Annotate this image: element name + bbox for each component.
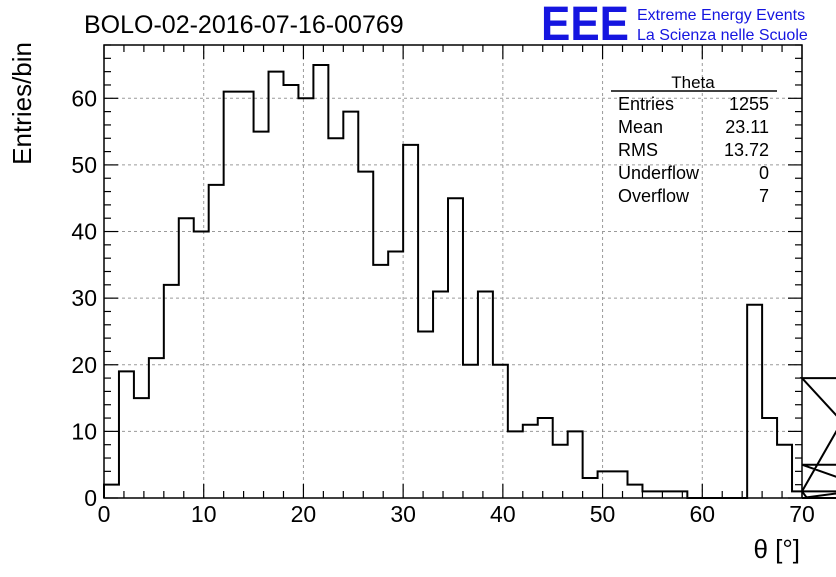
stats-row-label: Mean: [618, 117, 663, 137]
y-tick-label: 30: [71, 285, 97, 311]
histogram-bin: [149, 358, 164, 498]
stats-title: Theta: [671, 73, 715, 92]
histogram-bin: [672, 491, 687, 498]
stats-row-label: Underflow: [618, 163, 700, 183]
histogram-bin: [254, 132, 269, 498]
histogram-bin: [358, 172, 373, 498]
histogram-bin: [134, 398, 149, 498]
histogram-bin: [657, 491, 672, 498]
stats-row-label: Entries: [618, 94, 674, 114]
grid-layer: [104, 45, 802, 498]
histogram-bin: [613, 471, 628, 498]
histogram-bin: [478, 291, 493, 498]
y-tick-label: 40: [71, 219, 97, 245]
histogram-bin: [343, 112, 358, 498]
stats-row-value: 1255: [729, 94, 769, 114]
x-tick-label: 40: [490, 501, 516, 527]
y-tick-label: 60: [71, 85, 97, 111]
histogram-bin: [179, 218, 194, 498]
histogram-bin: [448, 198, 463, 498]
histogram-bin: [433, 291, 448, 498]
y-tick-label: 50: [71, 152, 97, 178]
histogram-bin: [119, 371, 134, 498]
histogram-bin: [523, 425, 538, 498]
run-title: BOLO-02-2016-07-16-00769: [84, 11, 404, 39]
histogram-bin: [403, 145, 418, 498]
histogram-bin: [777, 445, 792, 498]
org-name: Extreme Energy Events: [637, 7, 805, 24]
histogram-bin: [463, 365, 478, 498]
histogram-bin: [762, 418, 777, 498]
histogram-bin: [194, 232, 209, 498]
x-tick-label: 0: [98, 501, 111, 527]
histogram-bin: [209, 185, 224, 498]
histogram-bin: [283, 85, 298, 498]
stats-row-label: Overflow: [618, 186, 690, 206]
stats-row-value: 0: [759, 163, 769, 183]
histogram-bin: [239, 92, 254, 498]
eee-logo: EEE: [541, 0, 629, 51]
histogram-bin: [313, 65, 328, 498]
histogram-layer: [103, 63, 836, 499]
histogram-bin: [538, 418, 553, 498]
histogram-bin: [583, 478, 598, 498]
org-tagline: La Scienza nelle Scuole: [637, 27, 808, 44]
stats-box: Theta Entries 1255 Mean 23.11 RMS 13.72 Underf…: [611, 73, 777, 206]
histogram-bin: [269, 72, 284, 498]
x-tick-label: 30: [390, 501, 416, 527]
histogram-bin: [493, 365, 508, 498]
histogram-bin: [298, 98, 313, 498]
x-tick-label: 10: [191, 501, 217, 527]
histogram-bin: [224, 92, 239, 498]
histogram-bin: [418, 331, 433, 498]
x-tick-label: 20: [291, 501, 317, 527]
histogram-bin: [642, 491, 657, 498]
x-axis-title: θ [°]: [753, 534, 800, 564]
histogram-bin: [598, 471, 613, 498]
histogram-bin: [553, 445, 568, 498]
y-axis-title: Entries/bin: [7, 42, 37, 165]
histogram-bin: [164, 285, 179, 498]
x-tick-label: 60: [689, 501, 715, 527]
histogram-outline: [103, 63, 836, 499]
histogram-bin: [628, 485, 643, 498]
histogram-bin: [568, 431, 583, 498]
stats-row-value: 23.11: [725, 117, 769, 137]
histogram-bin: [328, 138, 343, 498]
histogram-bin: [373, 265, 388, 498]
stats-row-value: 13.72: [724, 140, 769, 160]
histogram-bin: [792, 491, 807, 498]
x-tick-label: 70: [789, 501, 815, 527]
stats-row-label: RMS: [618, 140, 658, 160]
histogram-bin: [747, 305, 762, 498]
x-tick-label: 50: [590, 501, 616, 527]
y-tick-label: 20: [71, 352, 97, 378]
axes-layer: [103, 44, 803, 499]
y-tick-label: 10: [71, 418, 97, 444]
y-tick-label: 0: [84, 485, 97, 511]
histogram-bin: [508, 431, 523, 498]
histogram-bin: [388, 252, 403, 498]
histogram-bin: [104, 485, 119, 498]
stats-row-value: 7: [759, 186, 769, 206]
